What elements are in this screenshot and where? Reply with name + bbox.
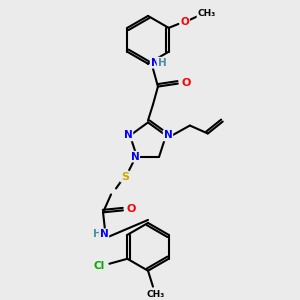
Text: H: H: [158, 58, 166, 68]
Text: O: O: [180, 17, 189, 27]
Text: N: N: [164, 130, 172, 140]
Text: CH₃: CH₃: [147, 290, 165, 299]
Text: N: N: [130, 152, 139, 162]
Text: N: N: [151, 58, 159, 68]
Text: O: O: [126, 204, 136, 214]
Text: N: N: [124, 130, 132, 140]
Text: O: O: [181, 78, 190, 88]
Text: CH₃: CH₃: [197, 9, 216, 18]
Text: H: H: [93, 229, 101, 239]
Text: N: N: [100, 229, 108, 239]
Text: Cl: Cl: [94, 261, 105, 271]
Text: S: S: [121, 172, 129, 182]
